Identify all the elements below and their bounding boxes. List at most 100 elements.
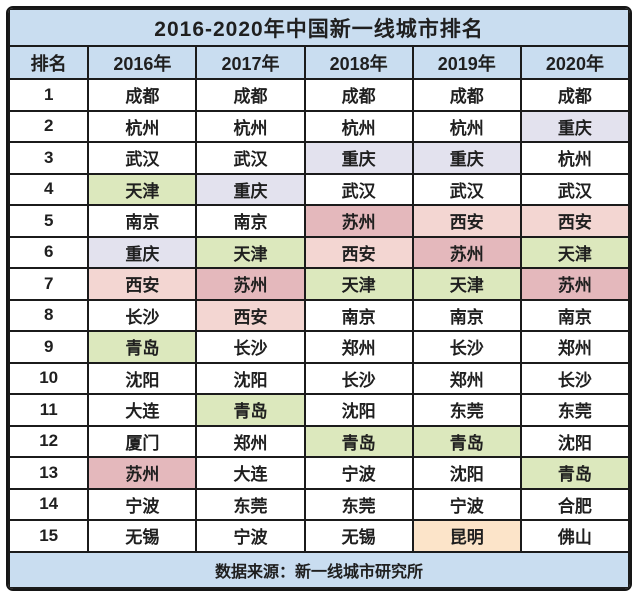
city-cell: 青岛 [303, 424, 414, 458]
city-cell: 南京 [87, 204, 198, 238]
rank-cell: 9 [8, 330, 90, 364]
table-row: 7 西安 苏州 天津 天津 苏州 [8, 267, 630, 301]
city-cell: 苏州 [519, 267, 630, 301]
rank-cell: 6 [8, 235, 90, 269]
column-header-row: 排名 2016年 2017年 2018年 2019年 2020年 [8, 45, 630, 80]
rank-cell: 1 [8, 78, 90, 112]
rank-cell: 14 [8, 487, 90, 521]
rank-cell: 11 [8, 393, 90, 427]
city-cell: 成都 [519, 78, 630, 112]
city-cell: 郑州 [519, 330, 630, 364]
table-row: 14 宁波 东莞 东莞 宁波 合肥 [8, 487, 630, 521]
table-row: 10 沈阳 沈阳 长沙 郑州 长沙 [8, 361, 630, 395]
city-cell: 无锡 [303, 519, 414, 553]
city-cell: 南京 [195, 204, 306, 238]
city-cell: 武汉 [195, 141, 306, 175]
city-cell: 天津 [195, 235, 306, 269]
city-cell: 苏州 [195, 267, 306, 301]
city-cell: 青岛 [195, 393, 306, 427]
city-cell: 东莞 [519, 393, 630, 427]
city-cell: 成都 [87, 78, 198, 112]
city-cell: 沈阳 [195, 361, 306, 395]
city-cell: 郑州 [303, 330, 414, 364]
city-cell: 青岛 [519, 456, 630, 490]
city-cell: 青岛 [87, 330, 198, 364]
table-row: 9 青岛 长沙 郑州 长沙 郑州 [8, 330, 630, 364]
city-cell: 无锡 [87, 519, 198, 553]
city-cell: 重庆 [519, 109, 630, 143]
city-cell: 沈阳 [519, 424, 630, 458]
table-row: 1 成都 成都 成都 成都 成都 [8, 78, 630, 112]
city-cell: 长沙 [411, 330, 522, 364]
city-cell: 宁波 [87, 487, 198, 521]
city-cell: 西安 [195, 298, 306, 332]
column-header-rank: 排名 [8, 45, 90, 80]
city-cell: 东莞 [411, 393, 522, 427]
rank-cell: 12 [8, 424, 90, 458]
city-cell: 成都 [303, 78, 414, 112]
city-cell: 天津 [519, 235, 630, 269]
city-cell: 重庆 [87, 235, 198, 269]
city-cell: 苏州 [87, 456, 198, 490]
city-cell: 宁波 [303, 456, 414, 490]
city-cell: 杭州 [87, 109, 198, 143]
table-row: 6 重庆 天津 西安 苏州 天津 [8, 235, 630, 269]
city-cell: 成都 [411, 78, 522, 112]
rank-cell: 10 [8, 361, 90, 395]
rank-cell: 13 [8, 456, 90, 490]
data-source-label: 数据来源：新一线城市研究所 [8, 550, 630, 589]
city-cell: 长沙 [195, 330, 306, 364]
table-row: 8 长沙 西安 南京 南京 南京 [8, 298, 630, 332]
city-cell: 昆明 [411, 519, 522, 553]
city-cell: 武汉 [87, 141, 198, 175]
column-header-2017: 2017年 [195, 45, 306, 80]
city-cell: 武汉 [303, 172, 414, 206]
table-body: 1 成都 成都 成都 成都 成都 2 杭州 杭州 杭州 杭州 重庆 3 武汉 武汉 重庆 重庆 杭州 4 天津 重庆 武汉… [8, 78, 630, 553]
city-cell: 东莞 [195, 487, 306, 521]
city-cell: 南京 [519, 298, 630, 332]
city-cell: 西安 [303, 235, 414, 269]
city-cell: 西安 [87, 267, 198, 301]
city-cell: 杭州 [195, 109, 306, 143]
city-cell: 厦门 [87, 424, 198, 458]
table-row: 5 南京 南京 苏州 西安 西安 [8, 204, 630, 238]
city-cell: 武汉 [411, 172, 522, 206]
city-cell: 合肥 [519, 487, 630, 521]
city-cell: 重庆 [303, 141, 414, 175]
city-cell: 天津 [303, 267, 414, 301]
city-cell: 苏州 [303, 204, 414, 238]
city-cell: 长沙 [519, 361, 630, 395]
city-cell: 重庆 [195, 172, 306, 206]
city-cell: 郑州 [195, 424, 306, 458]
rank-cell: 15 [8, 519, 90, 553]
column-header-2020: 2020年 [519, 45, 630, 80]
city-cell: 郑州 [411, 361, 522, 395]
table-row: 13 苏州 大连 宁波 沈阳 青岛 [8, 456, 630, 490]
city-cell: 苏州 [411, 235, 522, 269]
column-header-2019: 2019年 [411, 45, 522, 80]
table-row: 4 天津 重庆 武汉 武汉 武汉 [8, 172, 630, 206]
city-cell: 宁波 [411, 487, 522, 521]
table-row: 2 杭州 杭州 杭州 杭州 重庆 [8, 109, 630, 143]
rank-cell: 4 [8, 172, 90, 206]
column-header-2016: 2016年 [87, 45, 198, 80]
column-header-2018: 2018年 [303, 45, 414, 80]
city-cell: 宁波 [195, 519, 306, 553]
rank-cell: 5 [8, 204, 90, 238]
city-cell: 西安 [519, 204, 630, 238]
table-row: 11 大连 青岛 沈阳 东莞 东莞 [8, 393, 630, 427]
city-cell: 佛山 [519, 519, 630, 553]
city-cell: 长沙 [303, 361, 414, 395]
table-row: 3 武汉 武汉 重庆 重庆 杭州 [8, 141, 630, 175]
page-title: 2016-2020年中国新一线城市排名 [8, 8, 630, 47]
city-cell: 沈阳 [411, 456, 522, 490]
rank-cell: 2 [8, 109, 90, 143]
city-cell: 成都 [195, 78, 306, 112]
city-cell: 杭州 [303, 109, 414, 143]
city-cell: 武汉 [519, 172, 630, 206]
city-cell: 天津 [87, 172, 198, 206]
city-cell: 天津 [411, 267, 522, 301]
table-row: 15 无锡 宁波 无锡 昆明 佛山 [8, 519, 630, 553]
city-cell: 西安 [411, 204, 522, 238]
rank-cell: 7 [8, 267, 90, 301]
